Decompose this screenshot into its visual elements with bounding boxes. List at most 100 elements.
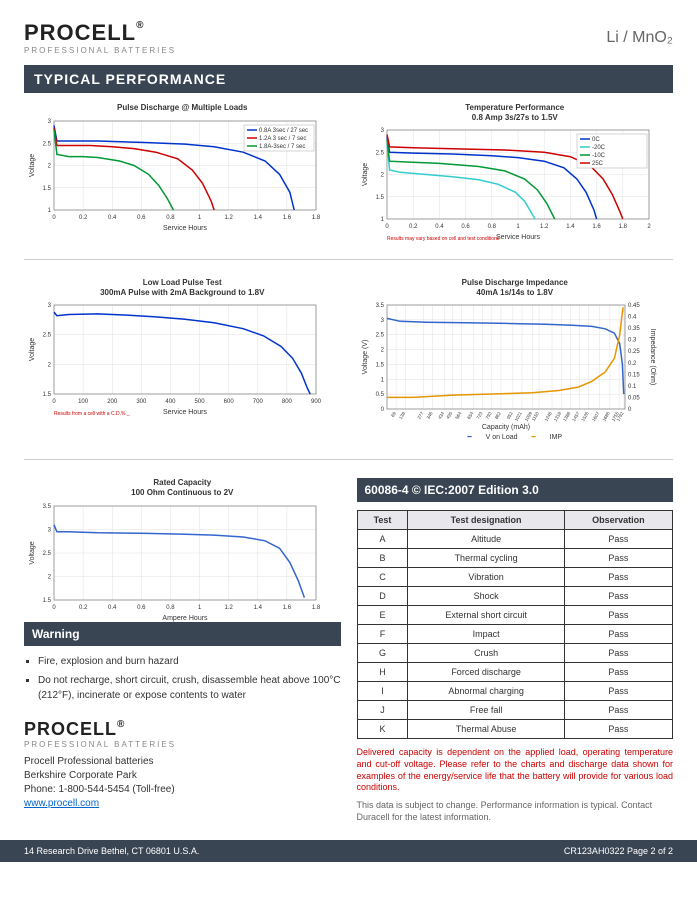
svg-text:0.2: 0.2 bbox=[79, 605, 88, 611]
svg-text:0.4: 0.4 bbox=[628, 315, 637, 321]
svg-text:Capacity (mAh): Capacity (mAh) bbox=[481, 424, 529, 431]
svg-text:1.5: 1.5 bbox=[43, 185, 52, 191]
svg-text:0: 0 bbox=[380, 407, 384, 413]
svg-text:-10C: -10C bbox=[592, 153, 606, 159]
svg-text:434: 434 bbox=[437, 411, 445, 420]
svg-text:1.2A 3 sec / 7 sec: 1.2A 3 sec / 7 sec bbox=[259, 136, 306, 142]
svg-text:564: 564 bbox=[454, 411, 462, 420]
table-row: BThermal cyclingPass bbox=[357, 549, 673, 568]
table-cell: External short circuit bbox=[408, 606, 564, 625]
table-cell: G bbox=[357, 644, 408, 663]
table-cell: K bbox=[357, 720, 408, 739]
divider bbox=[24, 259, 673, 260]
company-addr: Berkshire Corporate Park bbox=[24, 769, 341, 783]
table-cell: Crush bbox=[408, 644, 564, 663]
svg-text:862: 862 bbox=[493, 411, 501, 420]
brand-sub: PROFESSIONAL BATTERIES bbox=[24, 740, 341, 749]
table-row: GCrushPass bbox=[357, 644, 673, 663]
table-cell: Thermal Abuse bbox=[408, 720, 564, 739]
svg-text:1: 1 bbox=[516, 224, 520, 230]
table-cell: Pass bbox=[564, 625, 672, 644]
svg-text:Voltage: Voltage bbox=[29, 338, 36, 361]
svg-text:1.8: 1.8 bbox=[312, 215, 321, 221]
table-row: KThermal AbusePass bbox=[357, 720, 673, 739]
table-row: FImpactPass bbox=[357, 625, 673, 644]
svg-text:1.6: 1.6 bbox=[592, 224, 601, 230]
svg-text:2: 2 bbox=[380, 173, 384, 179]
svg-text:0.45: 0.45 bbox=[628, 303, 640, 309]
svg-text:346: 346 bbox=[425, 411, 433, 420]
svg-text:2.5: 2.5 bbox=[375, 333, 384, 339]
header-right: Li / MnO₂ bbox=[606, 29, 673, 47]
red-note: Delivered capacity is dependent on the a… bbox=[357, 747, 674, 794]
svg-text:500: 500 bbox=[195, 399, 206, 405]
footer: 14 Research Drive Bethel, CT 06801 U.S.A… bbox=[0, 840, 697, 862]
table-cell: Pass bbox=[564, 701, 672, 720]
company-name: Procell Professional batteries bbox=[24, 755, 341, 769]
svg-text:3: 3 bbox=[48, 527, 52, 533]
svg-text:1.2: 1.2 bbox=[224, 605, 233, 611]
chart-title: Pulse Discharge Impedance40mA 1s/14s to … bbox=[357, 278, 674, 297]
svg-text:0.5: 0.5 bbox=[375, 393, 384, 399]
svg-text:1.5: 1.5 bbox=[43, 392, 52, 398]
table-cell: Thermal cycling bbox=[408, 549, 564, 568]
svg-text:1: 1 bbox=[48, 208, 52, 214]
company-phone: Phone: 1-800-544-5454 (Toll-free) bbox=[24, 783, 341, 797]
svg-text:0.6: 0.6 bbox=[461, 224, 470, 230]
svg-text:0: 0 bbox=[52, 215, 56, 221]
svg-text:Voltage: Voltage bbox=[29, 541, 36, 564]
charts-grid: Pulse Discharge @ Multiple Loads 1 1.5 2 2.… bbox=[24, 103, 673, 468]
th-observation: Observation bbox=[564, 511, 672, 530]
svg-text:0.2: 0.2 bbox=[79, 215, 88, 221]
table-cell: H bbox=[357, 663, 408, 682]
header: PROCELL® PROFESSIONAL BATTERIES Li / MnO… bbox=[24, 20, 673, 55]
svg-text:800: 800 bbox=[282, 399, 293, 405]
legend-v: V on Load bbox=[486, 434, 518, 441]
svg-text:0.8: 0.8 bbox=[487, 224, 496, 230]
table-cell: Pass bbox=[564, 720, 672, 739]
svg-text:Service Hours: Service Hours bbox=[163, 409, 207, 416]
svg-text:2: 2 bbox=[647, 224, 651, 230]
chart-title: Temperature Performance0.8 Amp 3s/27s to… bbox=[357, 103, 674, 122]
svg-text:1.6: 1.6 bbox=[283, 215, 292, 221]
svg-text:1: 1 bbox=[380, 217, 384, 223]
svg-text:0.3: 0.3 bbox=[628, 338, 637, 344]
svg-text:0: 0 bbox=[52, 605, 56, 611]
svg-text:2.5: 2.5 bbox=[375, 150, 384, 156]
table-row: HForced dischargePass bbox=[357, 663, 673, 682]
svg-text:1.2: 1.2 bbox=[224, 215, 233, 221]
svg-text:400: 400 bbox=[165, 399, 176, 405]
svg-text:1.8A-3sec / 7 sec: 1.8A-3sec / 7 sec bbox=[259, 144, 305, 150]
table-cell: Forced discharge bbox=[408, 663, 564, 682]
svg-text:0.15: 0.15 bbox=[628, 373, 640, 379]
company-url[interactable]: www.procell.com bbox=[24, 798, 99, 809]
svg-text:0.6: 0.6 bbox=[137, 215, 146, 221]
svg-text:1.5: 1.5 bbox=[375, 195, 384, 201]
table-cell: Impact bbox=[408, 625, 564, 644]
table-cell: Pass bbox=[564, 587, 672, 606]
table-row: IAbnormal chargingPass bbox=[357, 682, 673, 701]
svg-text:700: 700 bbox=[253, 399, 264, 405]
table-header-row: Test Test designation Observation bbox=[357, 511, 673, 530]
chart-title: Pulse Discharge @ Multiple Loads bbox=[24, 103, 341, 113]
table-row: EExternal short circuitPass bbox=[357, 606, 673, 625]
svg-text:600: 600 bbox=[224, 399, 235, 405]
svg-text:1021: 1021 bbox=[513, 411, 523, 423]
svg-text:0: 0 bbox=[52, 399, 56, 405]
table-cell: A bbox=[357, 530, 408, 549]
svg-text:1526: 1526 bbox=[580, 411, 590, 423]
svg-text:2.5: 2.5 bbox=[43, 141, 52, 147]
svg-text:900: 900 bbox=[311, 399, 322, 405]
svg-text:3: 3 bbox=[380, 128, 384, 134]
svg-text:Impedance (Ohm): Impedance (Ohm) bbox=[649, 329, 656, 385]
table-cell: Pass bbox=[564, 549, 672, 568]
svg-text:0.8: 0.8 bbox=[166, 605, 175, 611]
table-cell: Pass bbox=[564, 530, 672, 549]
svg-text:1.2: 1.2 bbox=[540, 224, 549, 230]
svg-text:100: 100 bbox=[78, 399, 89, 405]
table-cell: C bbox=[357, 568, 408, 587]
legend-imp: IMP bbox=[550, 434, 562, 441]
warning-title: Warning bbox=[24, 622, 341, 646]
svg-text:2.5: 2.5 bbox=[43, 551, 52, 557]
divider bbox=[24, 459, 673, 460]
